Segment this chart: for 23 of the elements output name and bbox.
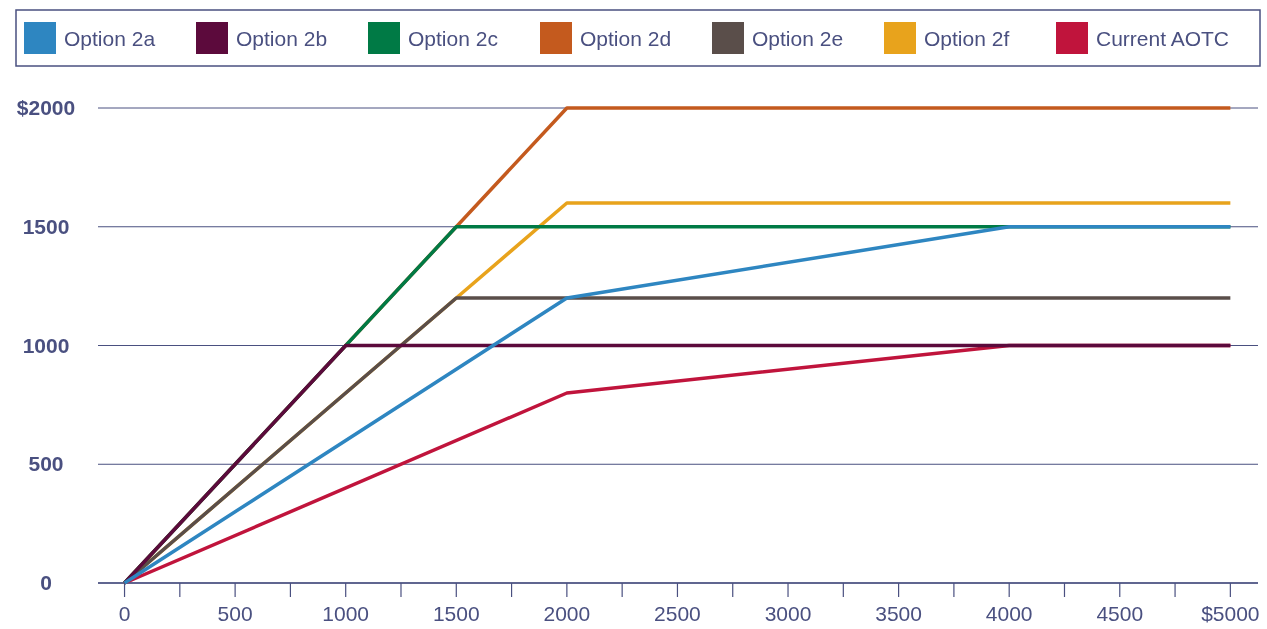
y-tick-label: 1000 [22,333,70,357]
legend-label: Option 2e [752,27,844,50]
legend-label: Option 2c [408,27,498,50]
legend-label: Option 2a [64,27,156,50]
x-tick-label: $5000 [1201,602,1260,625]
x-tick-label: 0 [118,602,131,625]
x-tick-label: 1000 [322,602,370,625]
y-tick-label: 500 [28,452,64,476]
legend-label: Option 2d [580,27,672,50]
legend-label: Option 2b [236,27,328,50]
x-tick-label: 2000 [543,602,591,625]
legend-label: Option 2f [924,27,1010,50]
x-tick-label: 1500 [432,602,480,625]
x-tick-label: 500 [217,602,253,625]
x-tick-label: 3500 [875,602,922,625]
y-tick-label: $2000 [16,96,76,119]
x-tick-label: 2500 [654,602,701,625]
y-tick-label: 0 [40,571,52,594]
x-tick-label: 4500 [1096,602,1144,625]
legend-label: Current AOTC [1096,27,1230,50]
x-tick-label: 4000 [985,602,1033,625]
x-tick-label: 3000 [764,602,812,625]
y-tick-label: 1500 [22,214,70,238]
